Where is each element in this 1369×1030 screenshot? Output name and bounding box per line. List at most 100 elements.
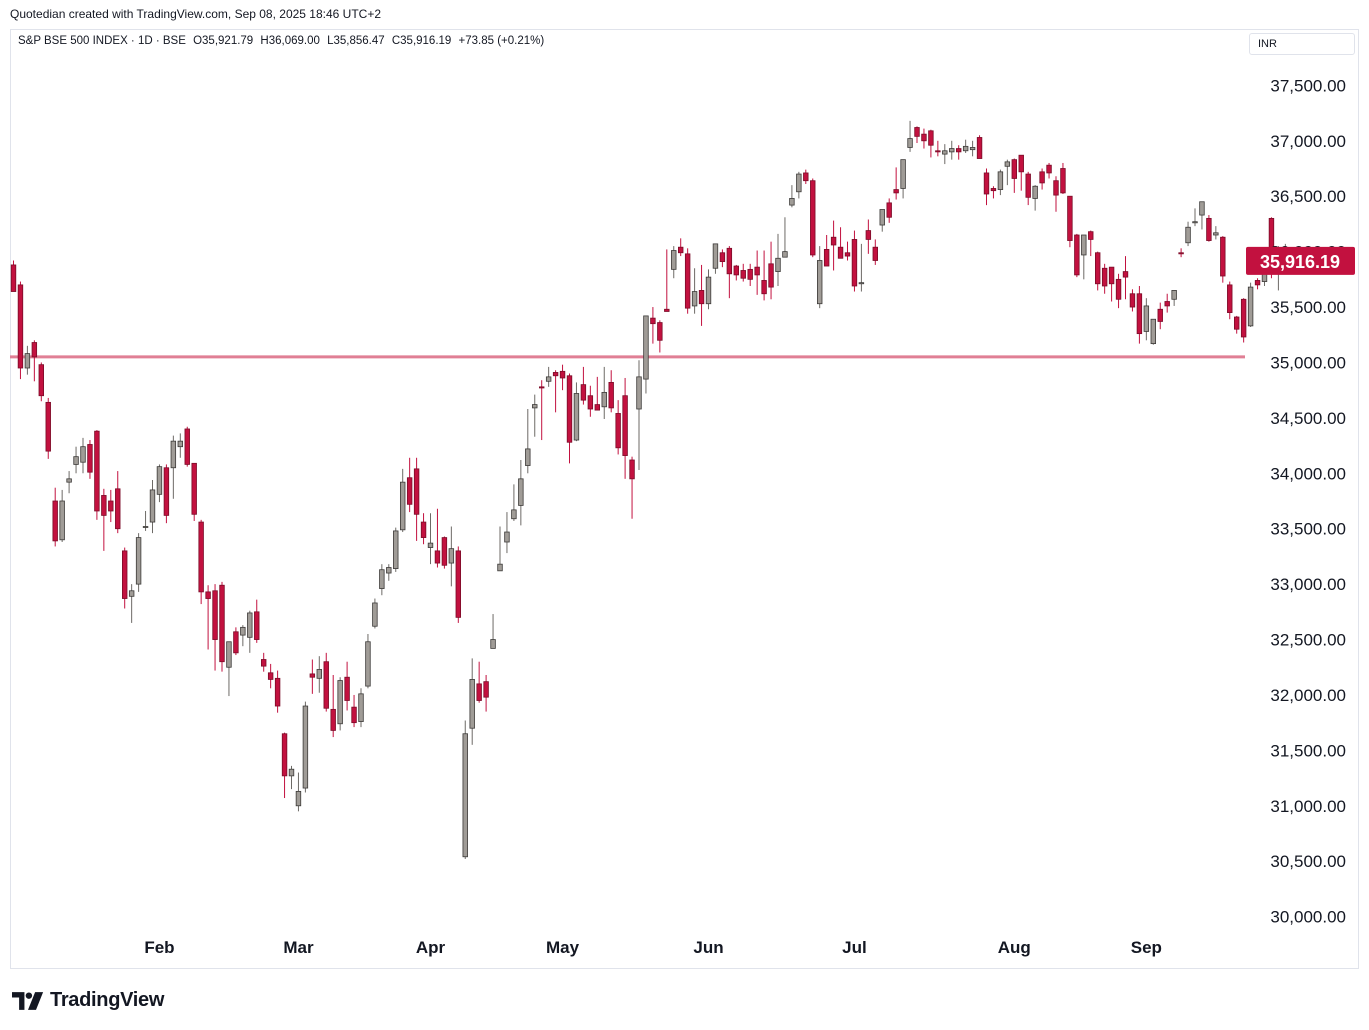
candle-body (406, 477, 413, 505)
candle-body (629, 459, 635, 480)
candle (837, 227, 844, 259)
candle-body (393, 530, 399, 570)
candle (1053, 176, 1059, 212)
candle-body (1004, 161, 1011, 167)
candle (858, 243, 865, 292)
candle-body (1011, 159, 1017, 179)
tradingview-logo-icon (12, 991, 44, 1010)
candle (719, 249, 726, 268)
x-tick-label: Mar (283, 938, 314, 957)
candle (254, 599, 260, 643)
candle (657, 320, 663, 353)
candle (212, 584, 218, 671)
candle-body (754, 266, 760, 276)
last-price-tag-bg (1246, 246, 1355, 275)
candle (1178, 248, 1184, 258)
candle-body (233, 631, 239, 654)
candle (226, 641, 232, 697)
candle-body (219, 584, 225, 663)
candle-body (115, 488, 121, 530)
legend-change: +73.85 (+0.21%) (458, 35, 545, 47)
chart-credit: Quotedian created with TradingView.com, … (10, 7, 382, 21)
candle-body (1081, 234, 1087, 256)
y-tick-label: 31,500.00 (1270, 741, 1346, 760)
candle (497, 526, 503, 572)
candle-body (142, 526, 149, 528)
candle (684, 248, 691, 314)
candle (337, 677, 343, 731)
candle (525, 409, 531, 474)
candle-body (671, 250, 677, 270)
candle (886, 198, 892, 223)
candle-body (1108, 266, 1115, 285)
candle-body (59, 500, 65, 541)
candle-body (462, 733, 468, 858)
candle-body (615, 413, 621, 449)
candle (115, 471, 121, 534)
tradingview-logo[interactable]: TradingView (12, 989, 164, 1012)
candle-body (441, 537, 448, 566)
candle-body (1143, 305, 1150, 332)
candle-body (240, 626, 246, 636)
candle-body (893, 189, 899, 194)
candle (330, 675, 336, 738)
last-price-tag: 35,916.19 (1246, 246, 1355, 275)
candle (1018, 154, 1024, 191)
candle-body (525, 448, 531, 466)
candle-body (212, 590, 218, 640)
candle (365, 633, 371, 689)
candle-body (1129, 293, 1136, 308)
candle-body (872, 246, 878, 261)
candle-body (545, 376, 552, 382)
candle (1220, 236, 1226, 283)
candle (726, 246, 733, 299)
candle-body (684, 253, 691, 309)
candle-body (434, 550, 441, 564)
x-tick-label: May (546, 938, 580, 957)
currency-selector[interactable]: INR (1249, 33, 1355, 55)
candle-body (469, 679, 475, 729)
candle-body (295, 790, 302, 807)
candle (691, 268, 698, 314)
candle-body (712, 243, 719, 269)
y-tick-label: 33,500.00 (1270, 520, 1346, 539)
candle-body (719, 252, 726, 263)
candle (358, 688, 364, 728)
candle (80, 437, 86, 474)
candle (309, 659, 316, 694)
candle (754, 250, 760, 295)
legend-symbol: S&P BSE 500 INDEX · 1D · BSE (18, 35, 186, 47)
candle-body (636, 376, 642, 410)
candle (1046, 162, 1052, 179)
candle-body (80, 446, 86, 463)
candle-body (573, 393, 580, 441)
candle (1199, 201, 1205, 230)
candle (518, 459, 524, 526)
candle (476, 661, 482, 703)
candle (59, 489, 65, 543)
candle-body (94, 430, 100, 512)
candle-body (803, 172, 809, 182)
candle-body (823, 249, 830, 267)
candle-body (1192, 221, 1198, 224)
candle (198, 519, 204, 605)
legend-high: H36,069.00 (260, 35, 320, 47)
candle (969, 140, 976, 157)
candle (420, 513, 427, 545)
last-price-label: 35,916.19 (1260, 252, 1340, 272)
candle (1067, 195, 1073, 248)
candle-body (1254, 280, 1261, 286)
candle-body (907, 138, 913, 148)
candle (1088, 230, 1094, 257)
candle-body (664, 308, 670, 312)
candle (1143, 298, 1150, 341)
candle (698, 264, 705, 326)
candle-body (288, 768, 295, 777)
candle-body (608, 382, 614, 409)
candle (921, 128, 927, 149)
candle (1185, 221, 1191, 247)
candle-body (254, 611, 260, 640)
x-tick-label: Apr (416, 938, 446, 957)
candle-body (455, 550, 461, 618)
